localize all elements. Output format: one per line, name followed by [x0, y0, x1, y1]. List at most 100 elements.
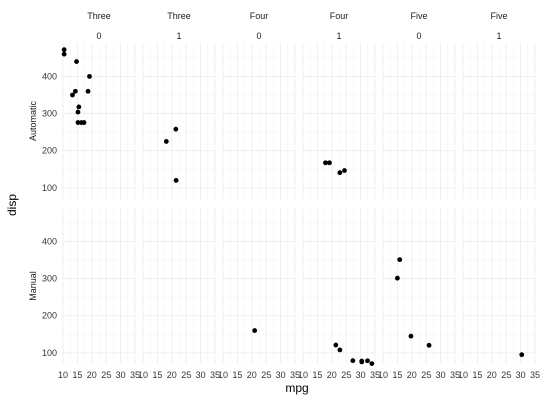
x-tick-label: 25	[341, 370, 351, 380]
data-point	[163, 139, 169, 144]
facet-label-top: Four	[250, 11, 269, 21]
row-facet-label: Manual	[28, 271, 38, 301]
data-point	[87, 74, 92, 79]
data-point	[61, 51, 67, 57]
x-tick-label: 30	[276, 370, 286, 380]
x-tick-label: 15	[72, 370, 82, 380]
y-tick-label: 100	[42, 183, 57, 193]
data-point	[75, 109, 81, 115]
data-point	[327, 160, 332, 166]
x-tick-label: 25	[101, 370, 111, 380]
facet-label-top: Four	[330, 11, 349, 21]
x-tick-label: 20	[487, 370, 497, 380]
data-point	[72, 88, 78, 94]
panel	[302, 43, 376, 199]
x-tick-label: 35	[450, 370, 460, 380]
x-tick-label: 30	[436, 370, 446, 380]
y-tick-label: 200	[42, 311, 57, 321]
y-tick-label: 400	[42, 236, 57, 246]
x-tick-label: 35	[130, 370, 140, 380]
facet-strips: Three 0 Three 1 Four 0 Four 1 Five 0 Five 1	[87, 11, 507, 41]
x-tick-label: 20	[167, 370, 177, 380]
y-tick-label: 300	[42, 274, 57, 284]
panel	[302, 208, 376, 364]
panel	[222, 43, 296, 199]
x-tick-label: 15	[392, 370, 402, 380]
data-point	[350, 358, 356, 364]
data-point	[81, 120, 87, 125]
x-tick-label: 15	[312, 370, 322, 380]
y-tick-label: 100	[42, 348, 57, 358]
panel	[62, 208, 136, 364]
x-tick-label: 20	[407, 370, 417, 380]
chart-panels	[61, 43, 536, 366]
y-tick-label: 200	[42, 146, 57, 156]
x-axis-title: mpg	[285, 381, 308, 395]
data-point	[74, 59, 79, 64]
panel	[462, 43, 536, 199]
facet-label-top: Three	[167, 11, 191, 21]
panel	[222, 208, 296, 364]
panel	[62, 43, 136, 199]
x-tick-label: 35	[210, 370, 220, 380]
facet-label-bottom: 1	[176, 31, 181, 41]
x-tick-label: 30	[356, 370, 366, 380]
x-tick-label: 15	[152, 370, 162, 380]
facet-label-bottom: 1	[496, 31, 501, 41]
data-point	[252, 328, 258, 333]
data-point	[70, 92, 75, 98]
x-tick-label: 35	[530, 370, 540, 380]
x-tick-label: 30	[116, 370, 126, 380]
data-point	[173, 126, 179, 132]
x-tick-label: 15	[472, 370, 482, 380]
data-point	[365, 358, 370, 364]
data-point	[173, 177, 179, 183]
x-tick-label: 10	[218, 370, 228, 380]
data-point	[359, 358, 365, 364]
data-point	[337, 347, 343, 353]
panel	[142, 43, 216, 199]
x-tick-label: 10	[298, 370, 308, 380]
data-point	[333, 342, 339, 348]
x-tick-label: 15	[232, 370, 242, 380]
y-axis-title: disp	[5, 194, 19, 216]
data-point	[337, 170, 343, 176]
panel	[382, 43, 456, 199]
x-tick-label: 10	[58, 370, 68, 380]
x-tick-label: 10	[378, 370, 388, 380]
y-tick-labels: 100 200 300 400 100 200 300 400	[42, 71, 57, 357]
facet-label-bottom: 0	[256, 31, 261, 41]
y-tick-label: 400	[42, 71, 57, 81]
x-tick-label: 10	[458, 370, 468, 380]
facet-label-bottom: 0	[96, 31, 101, 41]
y-tick-label: 300	[42, 109, 57, 119]
data-point	[395, 275, 400, 281]
facet-label-bottom: 1	[336, 31, 341, 41]
data-point	[75, 120, 81, 125]
x-tick-label: 35	[370, 370, 380, 380]
data-point	[519, 352, 525, 358]
facet-label-top: Five	[490, 11, 507, 21]
x-tick-label: 25	[501, 370, 511, 380]
x-tick-label: 30	[516, 370, 526, 380]
facet-label-bottom: 0	[416, 31, 421, 41]
data-point	[397, 257, 403, 263]
data-point	[408, 333, 414, 339]
data-point	[61, 47, 67, 53]
x-tick-label: 20	[87, 370, 97, 380]
panel	[462, 208, 536, 364]
row-facet-label: Automatic	[28, 100, 38, 141]
data-point	[369, 361, 375, 366]
x-tick-label: 25	[181, 370, 191, 380]
x-tick-label: 35	[290, 370, 300, 380]
x-tick-label: 20	[327, 370, 337, 380]
facet-label-top: Three	[87, 11, 111, 21]
data-point	[426, 342, 432, 348]
data-point	[76, 104, 82, 110]
facet-label-top: Five	[410, 11, 427, 21]
data-point	[342, 168, 347, 173]
x-tick-label: 10	[138, 370, 148, 380]
row-facet-strips: Automatic Manual	[28, 100, 38, 300]
